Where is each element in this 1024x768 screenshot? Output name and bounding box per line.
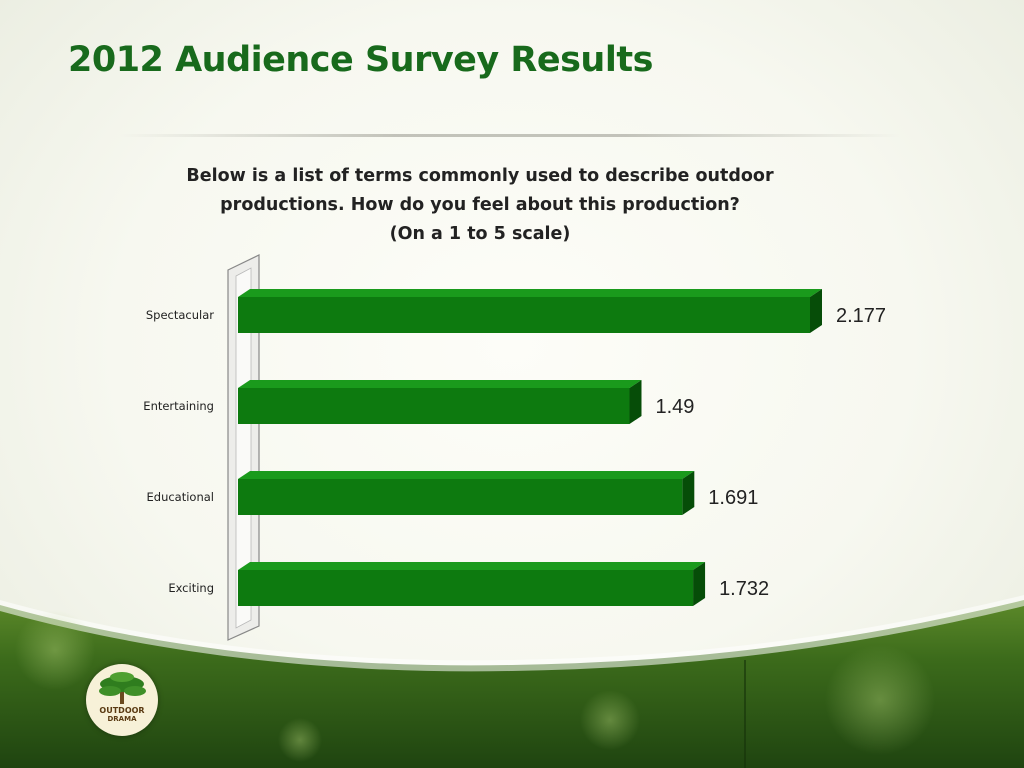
data-label: 1.732 [719, 578, 769, 600]
data-label: 2.177 [836, 305, 886, 327]
outdoor-drama-logo: OUTDOOR DRAMA [86, 664, 158, 736]
bar-top-face [238, 562, 706, 570]
bar-top-face [238, 289, 822, 297]
bar-1 [238, 380, 642, 424]
bar-side-face [693, 562, 706, 606]
question-line-1: Below is a list of terms commonly used t… [186, 166, 774, 186]
category-label: Educational [147, 490, 215, 504]
page-title: 2012 Audience Survey Results [68, 40, 653, 80]
bar-side-face [629, 380, 642, 424]
bar-front-face [238, 479, 683, 515]
bar-top-face [238, 471, 695, 479]
bar-0 [238, 289, 822, 333]
question-line-3: (On a 1 to 5 scale) [389, 224, 571, 244]
category-label: Spectacular [146, 308, 214, 322]
bar-front-face [238, 297, 810, 333]
bar-3 [238, 562, 706, 606]
category-label: Entertaining [143, 399, 214, 413]
bar-front-face [238, 388, 630, 424]
bar-side-face [810, 289, 822, 333]
bar-front-face [238, 570, 694, 606]
data-label: 1.691 [708, 487, 758, 509]
logo-line-1: OUTDOOR [99, 706, 145, 715]
question-line-2: productions. How do you feel about this … [220, 195, 740, 215]
chart-wall [227, 254, 260, 641]
survey-question: Below is a list of terms commonly used t… [180, 162, 780, 249]
category-label: Exciting [168, 581, 214, 595]
title-divider [120, 134, 900, 137]
tree-icon [99, 672, 146, 704]
bar-side-face [682, 471, 695, 515]
logo-line-2: DRAMA [107, 715, 137, 723]
bar-2 [238, 471, 695, 515]
data-label: 1.49 [655, 396, 694, 418]
bar-top-face [238, 380, 642, 388]
